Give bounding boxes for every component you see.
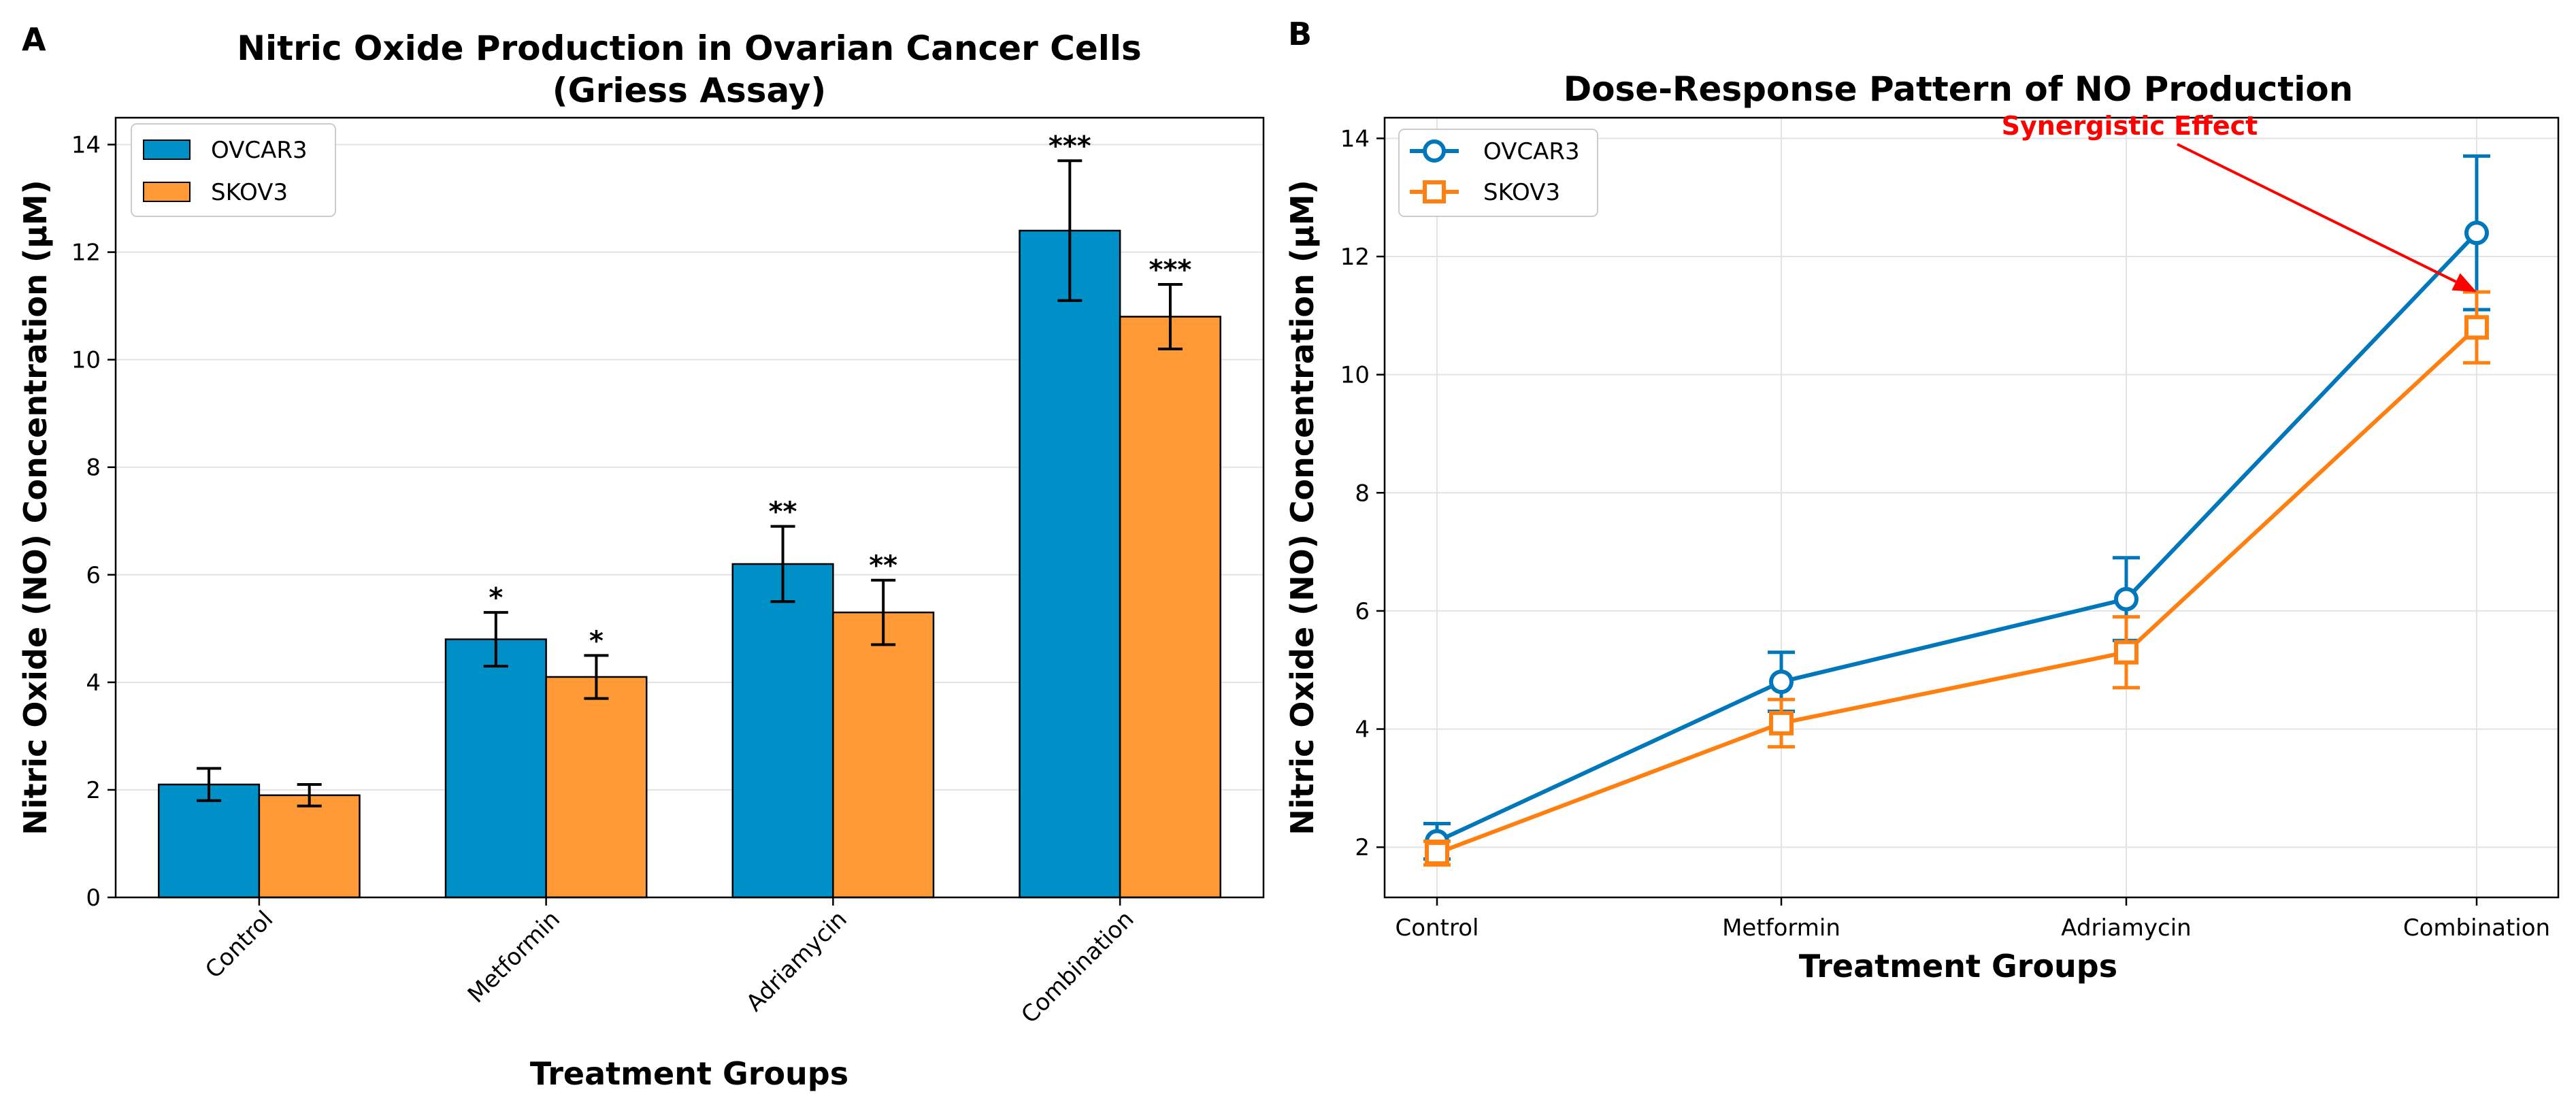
legend-label-ovcar3: OVCAR3 <box>211 137 308 164</box>
legend-label-skov3: SKOV3 <box>211 179 288 206</box>
y-tick-label-12: 12 <box>1340 244 1370 271</box>
x-tick-label-adriamycin: Adriamycin <box>2061 914 2191 942</box>
y-tick-label-8: 8 <box>86 454 101 482</box>
significance-ovcar3-combination: *** <box>1048 131 1091 162</box>
y-tick-label-10: 10 <box>71 347 101 374</box>
chart-a-significance: ************ <box>489 131 1191 657</box>
x-tick-label-control: Control <box>1396 914 1479 942</box>
point-ovcar3-adriamycin <box>2114 586 2139 612</box>
bar-ovcar3-adriamycin <box>731 563 834 899</box>
chart-a-error-bars <box>197 159 1183 808</box>
error-bar-skov3-control <box>297 783 322 808</box>
panel-letter-a: A <box>22 21 46 58</box>
y-tick-label-14: 14 <box>1340 125 1370 152</box>
chart-a-legend: OVCAR3 SKOV3 <box>131 123 336 217</box>
bar-skov3-adriamycin <box>832 611 935 899</box>
chart-b-plot-frame <box>1383 116 2560 899</box>
y-tick-label-4: 4 <box>86 669 101 697</box>
error-bar-skov3-adriamycin <box>871 578 896 646</box>
chart-b-legend: OVCAR3 SKOV3 <box>1398 129 1598 217</box>
chart-a-x-axis-label: Treatment Groups <box>530 1055 848 1092</box>
y-tick-label-2: 2 <box>86 777 101 804</box>
chart-b-title: Dose-Response Pattern of NO Production <box>1564 69 2354 109</box>
chart-a-x-ticks: Control Metformin Adriamycin Combination <box>200 897 1139 1029</box>
x-tick-label-combination: Combination <box>1016 906 1139 1029</box>
bar-skov3-control <box>258 794 361 899</box>
legend-label-ovcar3-b: OVCAR3 <box>1483 138 1580 165</box>
error-bar-ovcar3-adriamycin <box>770 525 795 603</box>
chart-b-y-axis-label: Nitric Oxide (NO) Concentration (μM) <box>1284 180 1321 835</box>
bar-skov3-metformin <box>545 676 648 899</box>
error-bar-ovcar3-metformin <box>483 611 508 668</box>
y-tick-label-12: 12 <box>71 239 101 267</box>
y-tick-label-14: 14 <box>71 132 101 159</box>
significance-ovcar3-adriamycin: ** <box>769 497 797 528</box>
x-tick-label-adriamycin: Adriamycin <box>741 906 853 1017</box>
error-bar-ovcar3-combination <box>1057 159 1083 302</box>
chart-b-x-ticks: Control Metformin Adriamycin Combination <box>1396 897 2550 942</box>
point-ovcar3-metformin <box>1769 669 1794 695</box>
annotation-arrowhead <box>2451 273 2477 293</box>
series-ovcar3 <box>1423 154 2490 861</box>
y-tick-label-0: 0 <box>86 884 101 912</box>
y-tick-label-6: 6 <box>86 562 101 589</box>
bar-skov3-combination <box>1119 316 1221 899</box>
point-skov3-combination <box>2464 315 2489 340</box>
panel-a: A Nitric Oxide Production in Ovarian Can… <box>17 21 1265 1092</box>
legend-marker-ovcar3 <box>1423 139 1446 163</box>
y-tick-label-4: 4 <box>1355 716 1370 744</box>
significance-skov3-combination: *** <box>1149 254 1192 286</box>
point-skov3-control <box>1425 840 1449 865</box>
chart-a-title: Nitric Oxide Production in Ovarian Cance… <box>237 29 1142 68</box>
error-bar-skov3-combination <box>1157 283 1183 350</box>
point-skov3-adriamycin <box>2114 640 2139 665</box>
line-skov3 <box>1436 326 2479 855</box>
x-tick-label-control: Control <box>200 906 278 984</box>
chart-b-gridlines <box>1385 118 2558 897</box>
point-ovcar3-combination <box>2464 220 2489 246</box>
significance-skov3-metformin: * <box>589 625 604 657</box>
annotation-arrow <box>2177 143 2457 283</box>
bar-ovcar3-metformin <box>444 638 547 899</box>
chart-a-y-ticks: 0 2 4 6 8 10 12 14 <box>71 132 116 912</box>
significance-ovcar3-metformin: * <box>489 582 503 614</box>
legend-swatch-ovcar3 <box>143 139 191 160</box>
significance-skov3-adriamycin: ** <box>869 550 897 582</box>
panel-letter-b: B <box>1288 16 1312 52</box>
bar-ovcar3-control <box>158 783 261 899</box>
annotation-synergistic-effect: Synergistic Effect <box>2002 111 2258 141</box>
panel-b: B Dose-Response Pattern of NO Production… <box>1284 16 2560 984</box>
x-tick-label-metformin: Metformin <box>1722 914 1840 942</box>
point-skov3-metformin <box>1769 710 1794 735</box>
x-tick-label-metformin: Metformin <box>463 906 565 1008</box>
chart-a-bars <box>158 229 1221 899</box>
y-tick-label-10: 10 <box>1340 362 1370 389</box>
chart-a-gridlines <box>116 144 1264 898</box>
legend-swatch-skov3 <box>143 182 191 202</box>
chart-a-subtitle: (Griess Assay) <box>552 71 826 110</box>
y-tick-label-2: 2 <box>1355 834 1370 861</box>
line-ovcar3 <box>1436 231 2479 844</box>
y-tick-label-8: 8 <box>1355 480 1370 507</box>
legend-marker-skov3 <box>1423 180 1446 203</box>
error-bar-ovcar3-control <box>197 767 222 802</box>
chart-b-y-ticks: 2 4 6 8 10 12 14 <box>1340 125 1385 861</box>
legend-label-skov3-b: SKOV3 <box>1483 179 1560 206</box>
y-tick-label-6: 6 <box>1355 598 1370 625</box>
chart-a-plot-frame <box>114 116 1265 899</box>
chart-a-y-axis-label: Nitric Oxide (NO) Concentration (μM) <box>17 180 54 835</box>
error-bar-skov3-metformin <box>584 654 609 700</box>
bar-ovcar3-combination <box>1019 229 1121 899</box>
series-skov3 <box>1423 290 2490 867</box>
x-tick-label-combination: Combination <box>2403 914 2550 942</box>
chart-b-x-axis-label: Treatment Groups <box>1799 948 2117 984</box>
chart-b-annotation: Synergistic Effect <box>2002 111 2477 293</box>
chart-b-series <box>1423 154 2490 867</box>
